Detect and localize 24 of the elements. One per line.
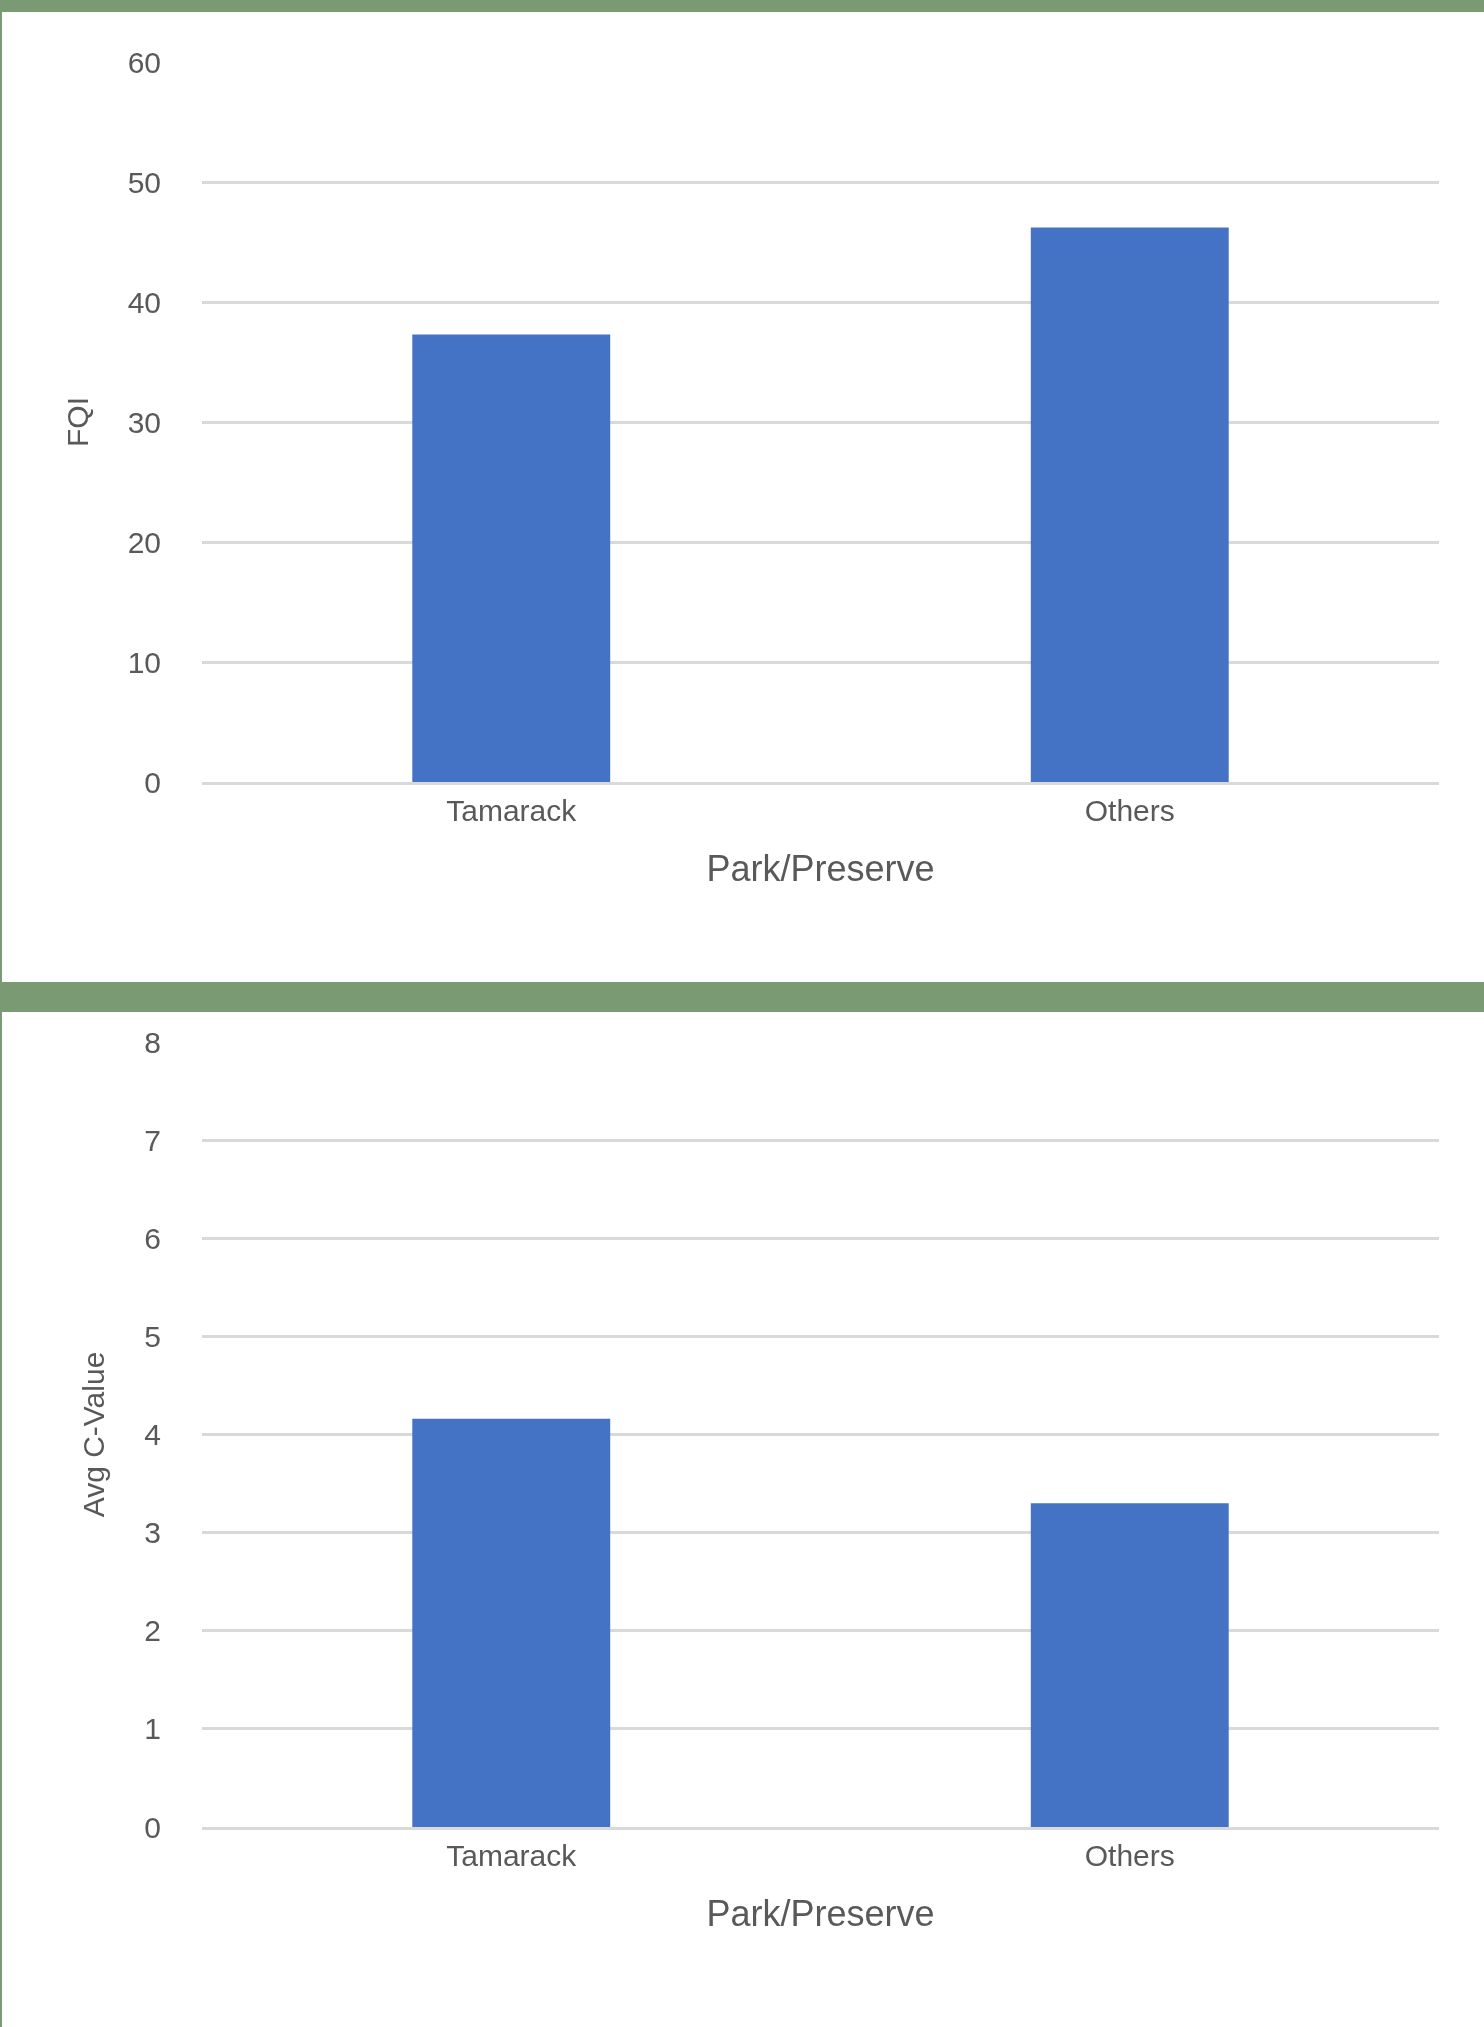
y-tick-label: 30 <box>127 405 161 439</box>
y-tick-label: 20 <box>127 525 161 559</box>
y-tick-label: 0 <box>144 765 161 799</box>
y-tick-label: 0 <box>144 1810 161 1844</box>
y-axis-title: Avg C-Value <box>77 1351 111 1518</box>
y-tick-label: 5 <box>144 1319 161 1353</box>
y-tick-label: 50 <box>127 165 161 199</box>
y-tick-label: 3 <box>144 1516 161 1550</box>
y-tick-label: 8 <box>144 1025 161 1059</box>
y-axis-title: FQI <box>60 397 94 447</box>
y-tick-label: 6 <box>144 1221 161 1255</box>
y-tick-label: 4 <box>144 1418 161 1451</box>
y-tick-label: 60 <box>127 45 161 79</box>
x-axis-title: Park/Preserve <box>706 1892 935 1934</box>
y-tick-label: 40 <box>127 285 161 319</box>
y-tick-label: 2 <box>144 1614 161 1648</box>
x-tick-label: Others <box>1084 1839 1175 1872</box>
y-tick-label: 1 <box>144 1712 161 1746</box>
y-tick-label: 7 <box>144 1123 161 1157</box>
y-tick-label: 10 <box>127 645 161 679</box>
x-axis-title: Park/Preserve <box>706 847 935 889</box>
x-tick-label: Others <box>1084 794 1175 827</box>
x-tick-label: Tamarack <box>446 794 578 827</box>
x-tick-label: Tamarack <box>446 1839 578 1872</box>
